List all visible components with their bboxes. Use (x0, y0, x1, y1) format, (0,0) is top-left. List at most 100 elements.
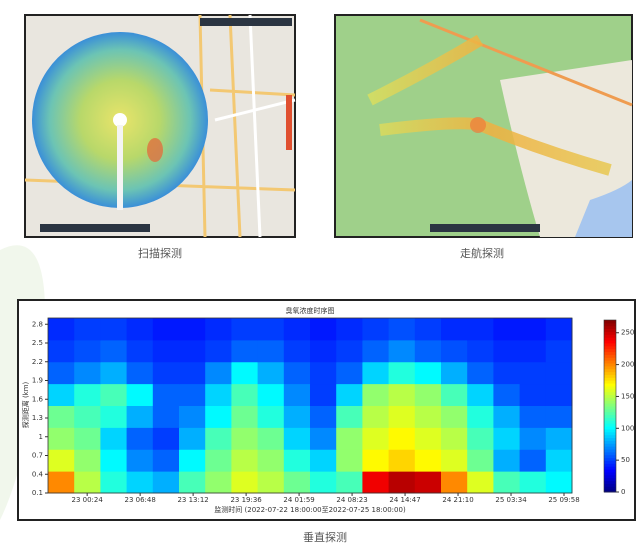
heat-cell (205, 361, 232, 385)
colorbar-tick-label: 150 (621, 392, 634, 400)
heat-cell (74, 427, 101, 450)
colorbar-step (604, 360, 616, 364)
x-tick-label: 24 14:47 (389, 496, 420, 504)
colorbar-step (604, 469, 616, 473)
heat-cell (545, 361, 573, 385)
colorbar-step (604, 383, 616, 387)
heat-cell (205, 449, 232, 472)
heat-cell (126, 449, 154, 472)
colorbar-step (604, 325, 616, 330)
colorbar-step (604, 385, 616, 390)
heat-cell (467, 339, 494, 363)
colorbar-step (604, 394, 616, 398)
heat-cell (493, 339, 521, 363)
heat-cell (100, 471, 128, 494)
heat-cell (467, 449, 494, 472)
heat-cell (519, 449, 547, 472)
heat-cell (362, 339, 390, 363)
colorbar-step (604, 474, 616, 479)
colorbar-step (604, 414, 616, 418)
heat-cell (205, 471, 232, 494)
y-tick-label: 0.1 (32, 489, 43, 497)
heat-cell (152, 449, 180, 472)
colorbar-step (604, 471, 616, 476)
colorbar-step (604, 400, 616, 404)
chart-title: 臭氧浓度时序图 (286, 306, 335, 315)
colorbar-step (604, 466, 616, 470)
heat-cell (362, 405, 390, 428)
heat-cell (152, 471, 180, 494)
heat-cell (231, 471, 259, 494)
heat-cell (205, 339, 232, 363)
heat-cell (467, 361, 494, 385)
colorbar-tick-label: 200 (621, 361, 634, 369)
y-tick-label: 1 (39, 433, 43, 441)
heat-cell (179, 318, 206, 341)
heat-cell (336, 471, 363, 494)
heat-cell (441, 405, 468, 428)
heat-cell (283, 471, 311, 494)
heat-cell (336, 449, 363, 472)
heat-cell (179, 405, 206, 428)
heat-cell (388, 318, 416, 341)
map-timebar (430, 224, 540, 232)
x-axis-label: 监测时间 (2022-07-22 18:00:00至2022-07-25 18:… (214, 505, 406, 514)
colorbar-step (604, 463, 616, 467)
colorbar-step (604, 426, 616, 430)
caption: 扫描探测 (138, 246, 182, 260)
y-tick-label: 1.6 (32, 395, 44, 403)
heat-cell (100, 383, 128, 406)
y-tick-label: 2.8 (32, 320, 43, 328)
heat-cell (336, 405, 363, 428)
heat-cell (545, 427, 573, 450)
heat-cell (257, 383, 285, 406)
heat-cell (231, 361, 259, 385)
heat-cell (310, 361, 337, 385)
heat-cell (362, 318, 390, 341)
heat-cell (100, 339, 128, 363)
heat-cell (179, 383, 206, 406)
map-water (575, 180, 632, 237)
heat-cell (388, 361, 416, 385)
heat-cell (283, 318, 311, 341)
colorbar-tick-label: 250 (621, 329, 634, 337)
heat-cell (100, 405, 128, 428)
heat-cell (310, 471, 337, 494)
colorbar-step (604, 391, 616, 396)
colorbar-step (604, 406, 616, 410)
x-tick-label: 24 08:23 (336, 496, 367, 504)
heat-cell (467, 383, 494, 406)
colorbar-step (604, 371, 616, 375)
heat-cell (74, 383, 101, 406)
heat-cell (283, 339, 311, 363)
heat-cell (152, 427, 180, 450)
heat-cell (362, 361, 390, 385)
heat-cell (441, 361, 468, 385)
colorbar-step (604, 454, 616, 459)
heat-cell (179, 449, 206, 472)
colorbar-step (604, 483, 616, 487)
heat-cell (48, 405, 75, 428)
heat-cell (48, 427, 75, 450)
heat-cell (231, 339, 259, 363)
heat-cell (388, 471, 416, 494)
heat-cell (74, 405, 101, 428)
colorbar-step (604, 320, 616, 324)
colorbar-step (604, 342, 616, 347)
heat-cell (126, 318, 154, 341)
colorbar-step (604, 363, 616, 367)
colorbar-step (604, 348, 616, 353)
colorbar-step (604, 354, 616, 358)
heat-cell (126, 471, 154, 494)
colorbar-step (604, 477, 616, 482)
colorbar-step (604, 434, 616, 439)
heat-cell (493, 449, 521, 472)
colorbar-border (603, 319, 617, 493)
caption: 走航探测 (460, 246, 504, 260)
heat-cell (441, 471, 468, 494)
heat-cell (336, 427, 363, 450)
heat-cell (205, 427, 232, 450)
colorbar-step (604, 446, 616, 450)
colorbar-step (604, 437, 616, 441)
heat-cell (441, 449, 468, 472)
